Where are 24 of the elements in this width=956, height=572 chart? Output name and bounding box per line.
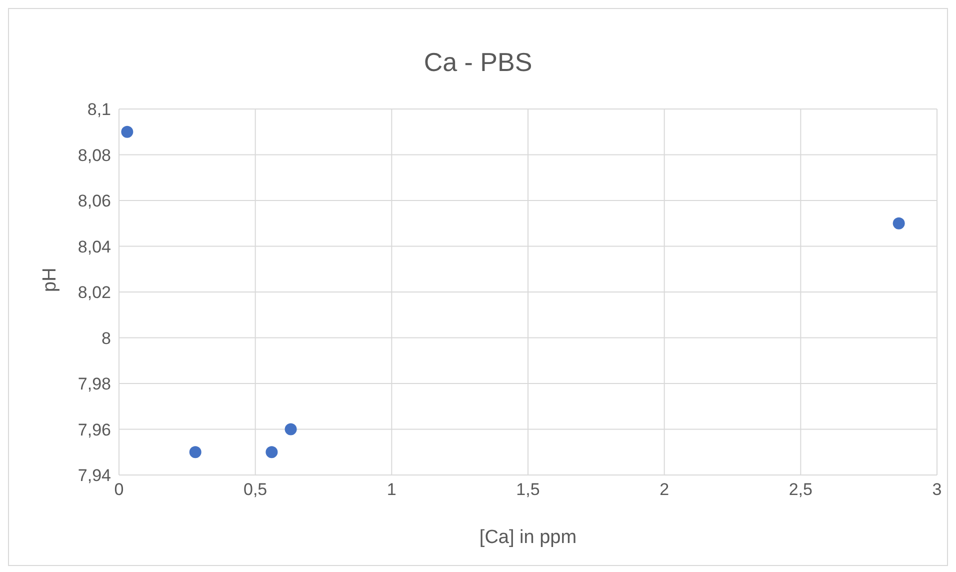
point (189, 446, 202, 458)
y-tick-label: 8,1 (87, 100, 111, 120)
chart-title: Ca - PBS (422, 47, 534, 78)
point (892, 217, 905, 230)
y-axis-title: pH (40, 268, 61, 292)
x-axis-title: [Ca] in ppm (479, 527, 577, 548)
y-tick-label: 7,96 (78, 420, 111, 440)
x-tick-label: 0,5 (244, 480, 268, 500)
x-tick-label: 2,5 (788, 480, 812, 500)
point (266, 446, 278, 458)
y-tick-label: 8,04 (78, 237, 111, 256)
y-tick-label: 8,08 (78, 146, 111, 165)
y-tick-label: 8 (102, 328, 111, 348)
x-tick-label: 1 (386, 480, 396, 500)
y-tick-label: 8,02 (78, 283, 111, 302)
x-tick-label: 1,5 (516, 480, 540, 500)
point (284, 423, 297, 436)
point (121, 126, 134, 138)
x-tick-label: 0 (114, 480, 124, 500)
x-tick-label: 3 (932, 480, 942, 500)
y-tick-label: 8,06 (78, 192, 111, 211)
y-tick-label: 7,98 (78, 374, 111, 394)
x-tick-label: 2 (660, 480, 670, 500)
y-tick-label: 7,94 (78, 466, 111, 486)
